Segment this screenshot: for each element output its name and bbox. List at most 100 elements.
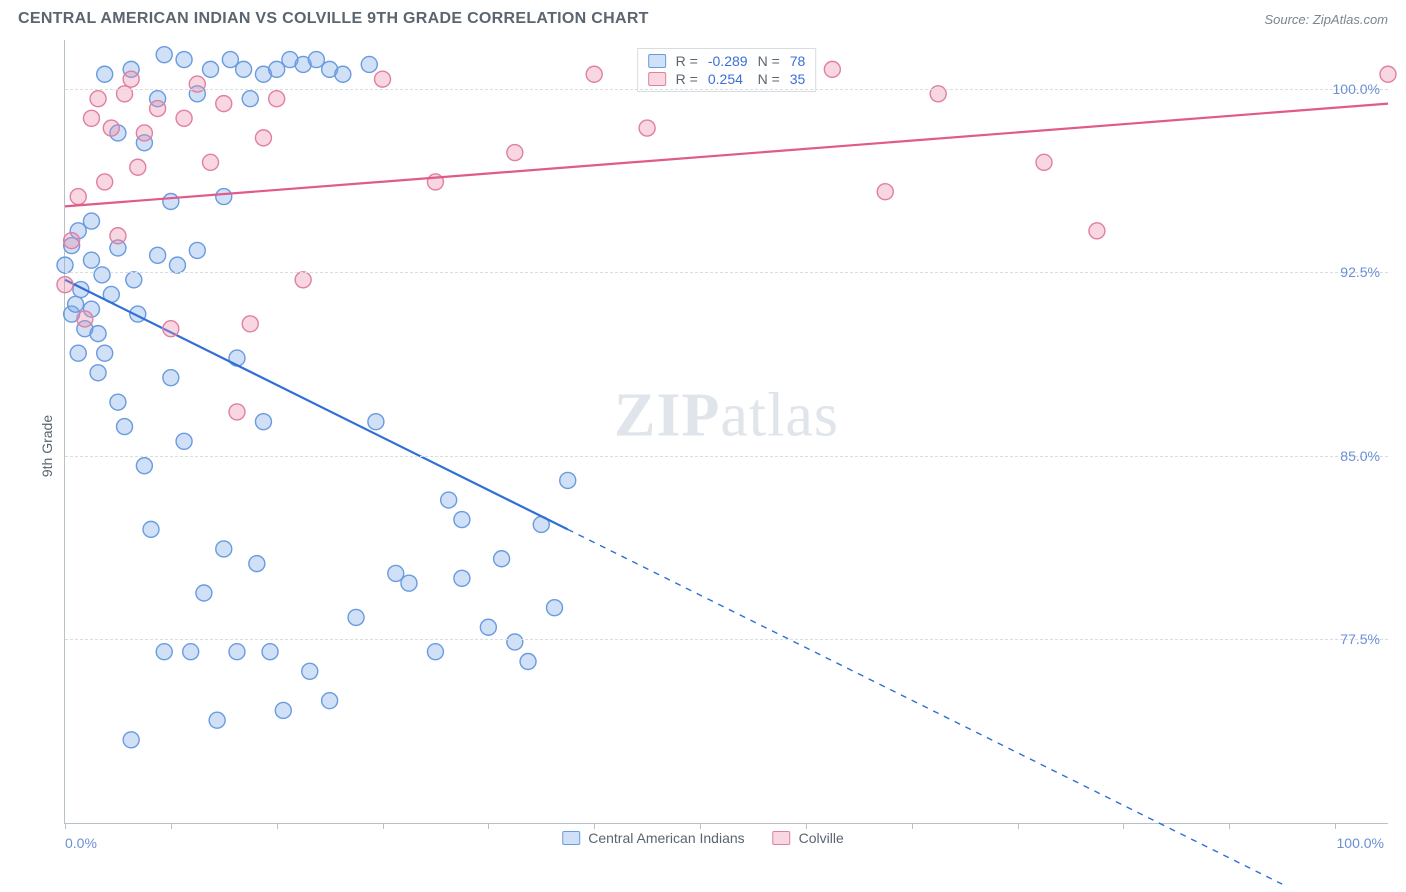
- data-point: [494, 551, 510, 567]
- data-point: [368, 414, 384, 430]
- data-point: [401, 575, 417, 591]
- data-point: [348, 609, 364, 625]
- gridline: [65, 639, 1388, 640]
- chart-area: 9th Grade ZIPatlas R =-0.289N =78R =0.25…: [18, 40, 1388, 852]
- data-point: [183, 644, 199, 660]
- x-tick: [171, 823, 172, 829]
- data-point: [143, 521, 159, 537]
- legend-r-label: R =: [676, 53, 698, 69]
- data-point: [68, 296, 84, 312]
- chart-title: CENTRAL AMERICAN INDIAN VS COLVILLE 9TH …: [18, 10, 649, 28]
- data-point: [130, 159, 146, 175]
- data-point: [110, 394, 126, 410]
- data-point: [83, 213, 99, 229]
- data-point: [150, 247, 166, 263]
- data-point: [454, 512, 470, 528]
- x-tick: [700, 823, 701, 829]
- data-point: [97, 66, 113, 82]
- data-point: [242, 316, 258, 332]
- legend-label: Colville: [799, 830, 844, 846]
- legend-item: Colville: [773, 830, 844, 846]
- data-point: [203, 61, 219, 77]
- x-max-label: 100.0%: [1337, 835, 1384, 851]
- x-tick: [1229, 823, 1230, 829]
- data-point: [196, 585, 212, 601]
- data-point: [70, 189, 86, 205]
- y-tick-label: 92.5%: [1340, 264, 1380, 280]
- data-point: [586, 66, 602, 82]
- data-point: [57, 277, 73, 293]
- data-point: [229, 350, 245, 366]
- data-point: [480, 619, 496, 635]
- data-point: [216, 189, 232, 205]
- legend-r-value: -0.289: [708, 53, 748, 69]
- legend-swatch: [562, 831, 580, 845]
- data-point: [163, 321, 179, 337]
- legend-r-label: R =: [676, 71, 698, 87]
- x-tick: [1018, 823, 1019, 829]
- data-point: [295, 272, 311, 288]
- data-point: [520, 654, 536, 670]
- data-point: [302, 663, 318, 679]
- data-point: [269, 61, 285, 77]
- scatter-svg: [65, 40, 1388, 823]
- legend-item: Central American Indians: [562, 830, 744, 846]
- data-point: [242, 91, 258, 107]
- x-tick: [65, 823, 66, 829]
- legend-r-value: 0.254: [708, 71, 748, 87]
- data-point: [150, 101, 166, 117]
- data-point: [236, 61, 252, 77]
- data-point: [83, 252, 99, 268]
- legend-n-value: 35: [790, 71, 806, 87]
- data-point: [249, 556, 265, 572]
- gridline: [65, 456, 1388, 457]
- y-tick-label: 100.0%: [1333, 81, 1380, 97]
- data-point: [361, 56, 377, 72]
- data-point: [388, 565, 404, 581]
- data-point: [203, 154, 219, 170]
- data-point: [90, 91, 106, 107]
- data-point: [97, 345, 113, 361]
- x-tick: [277, 823, 278, 829]
- data-point: [90, 326, 106, 342]
- data-point: [110, 228, 126, 244]
- data-point: [169, 257, 185, 273]
- regression-line: [65, 280, 568, 530]
- y-tick-label: 85.0%: [1340, 448, 1380, 464]
- data-point: [189, 242, 205, 258]
- data-point: [441, 492, 457, 508]
- data-point: [163, 370, 179, 386]
- data-point: [136, 125, 152, 141]
- legend-swatch: [648, 54, 666, 68]
- data-point: [308, 52, 324, 68]
- x-min-label: 0.0%: [65, 835, 97, 851]
- data-point: [262, 644, 278, 660]
- source-text: Source: ZipAtlas.com: [1264, 12, 1388, 27]
- legend-label: Central American Indians: [588, 830, 744, 846]
- data-point: [269, 91, 285, 107]
- data-point: [126, 272, 142, 288]
- data-point: [824, 61, 840, 77]
- x-tick: [912, 823, 913, 829]
- data-point: [117, 419, 133, 435]
- data-point: [163, 193, 179, 209]
- data-point: [176, 110, 192, 126]
- legend-swatch: [773, 831, 791, 845]
- data-point: [275, 702, 291, 718]
- data-point: [90, 365, 106, 381]
- data-point: [94, 267, 110, 283]
- data-point: [639, 120, 655, 136]
- regression-line: [65, 104, 1388, 207]
- data-point: [454, 570, 470, 586]
- legend-swatch: [648, 72, 666, 86]
- legend-n-label: N =: [758, 53, 780, 69]
- data-point: [229, 404, 245, 420]
- data-point: [156, 644, 172, 660]
- x-tick: [594, 823, 595, 829]
- data-point: [156, 47, 172, 63]
- y-axis-label: 9th Grade: [39, 415, 55, 477]
- data-point: [222, 52, 238, 68]
- data-point: [136, 458, 152, 474]
- data-point: [427, 644, 443, 660]
- data-point: [560, 472, 576, 488]
